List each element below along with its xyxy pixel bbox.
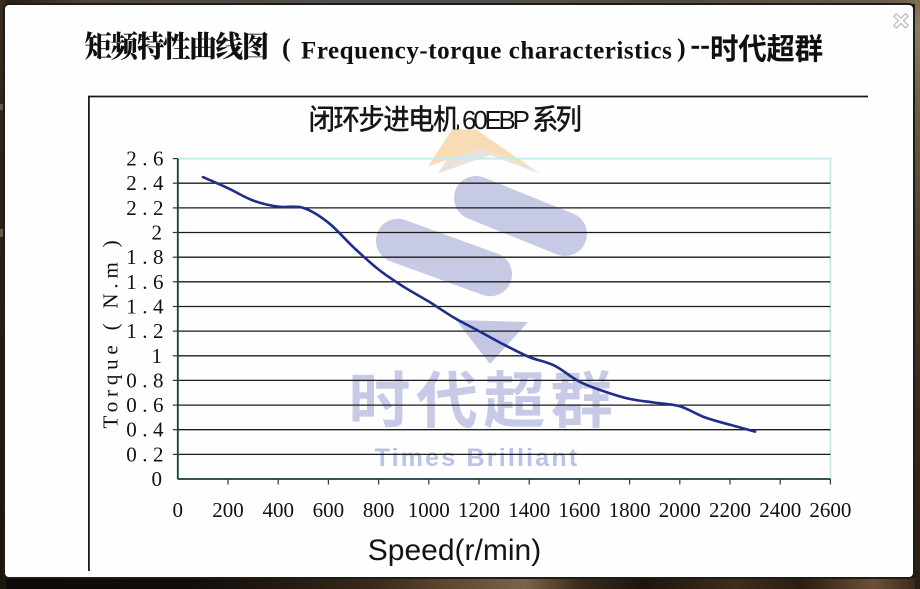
svg-text:Torque ( N.m ): Torque ( N.m ) (99, 236, 123, 429)
svg-text:1.4: 1.4 (126, 295, 169, 319)
svg-text:1.8: 1.8 (126, 245, 169, 269)
svg-text:1600: 1600 (558, 498, 600, 522)
svg-text:1.2: 1.2 (126, 319, 169, 343)
svg-text:0.6: 0.6 (126, 393, 169, 417)
svg-text:0.4: 0.4 (126, 418, 169, 442)
svg-text:1200: 1200 (458, 498, 500, 522)
svg-text:60EBP: 60EBP (462, 105, 530, 135)
svg-text:1.6: 1.6 (126, 270, 169, 294)
svg-text:): ) (677, 34, 686, 63)
svg-text:800: 800 (363, 498, 395, 522)
svg-text:2: 2 (152, 221, 163, 245)
svg-text:(: ( (282, 34, 291, 63)
svg-text:2.2: 2.2 (126, 196, 169, 220)
svg-text:2.6: 2.6 (126, 147, 169, 171)
svg-text:Speed(r/min): Speed(r/min) (368, 534, 541, 567)
svg-text:2000: 2000 (659, 498, 701, 522)
svg-text:1: 1 (152, 344, 163, 368)
svg-text:Times Brilliant: Times Brilliant (375, 444, 580, 472)
svg-text:2400: 2400 (759, 498, 801, 522)
svg-text:200: 200 (212, 498, 244, 522)
svg-text:600: 600 (313, 498, 345, 522)
svg-text:2.4: 2.4 (126, 171, 169, 195)
svg-text:Frequency-torque characteristi: Frequency-torque characteristics (301, 38, 672, 65)
svg-text:0: 0 (152, 467, 163, 491)
svg-text:2600: 2600 (809, 498, 851, 522)
svg-text:0: 0 (173, 498, 184, 522)
svg-text:1800: 1800 (609, 498, 651, 522)
svg-text:0.2: 0.2 (126, 442, 169, 466)
svg-text:0.8: 0.8 (126, 368, 169, 392)
svg-text:1400: 1400 (508, 498, 550, 522)
svg-text:400: 400 (262, 498, 294, 522)
svg-text:1000: 1000 (408, 498, 450, 522)
svg-text:2200: 2200 (709, 498, 751, 522)
